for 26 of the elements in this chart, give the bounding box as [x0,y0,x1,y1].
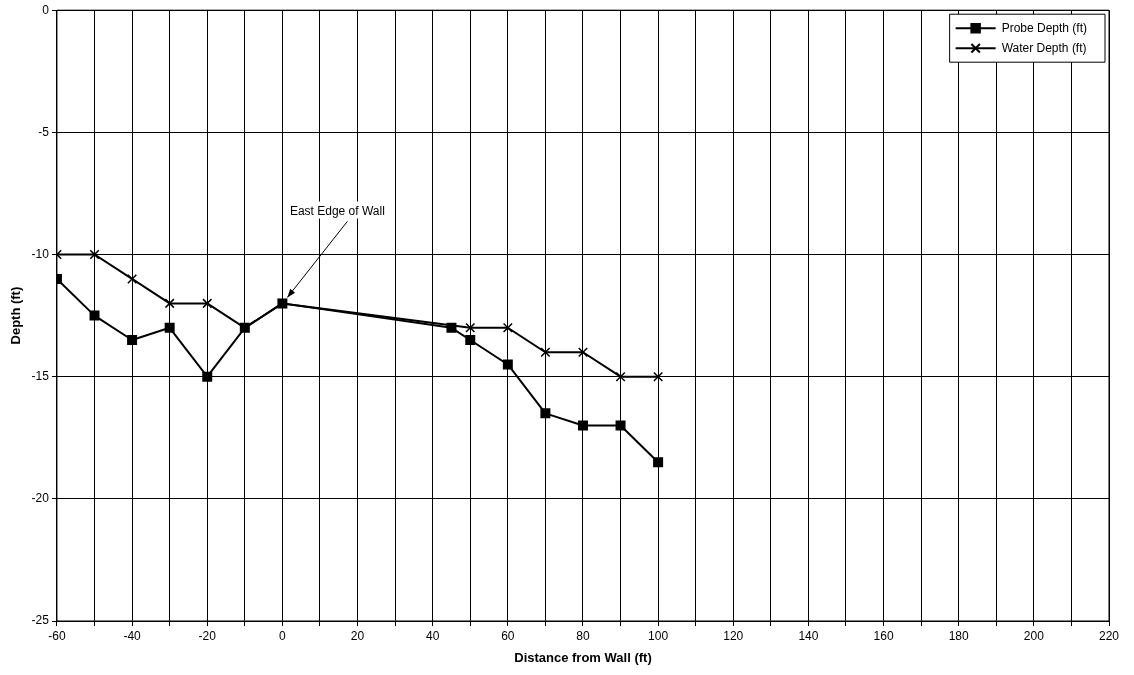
y-tick-label: -25 [31,613,50,628]
y-tick-label: 0 [42,2,50,17]
x-tick-label: -20 [198,628,217,643]
legend-label: Probe Depth (ft) [1001,20,1087,35]
x-tick-label: 40 [426,628,440,643]
x-tick-label: 20 [350,628,365,643]
x-tick-label: 200 [1023,628,1045,643]
x-tick-label: 220 [1098,628,1120,643]
y-tick-label: -5 [38,124,50,139]
annotation: East Edge of Wall [289,203,385,218]
x-tick-label: 120 [723,628,744,643]
y-axis-title: Depth (ft) [8,286,24,345]
legend-label: Water Depth (ft) [1001,40,1087,55]
x-tick-label: 80 [576,628,590,643]
x-tick-label: -40 [123,628,142,643]
y-tick-label: -20 [31,491,50,506]
x-tick-label: 100 [648,628,669,643]
x-tick-label: 60 [501,628,515,643]
x-tick-label: -60 [48,628,66,643]
x-axis-title: Distance from Wall (ft) [514,649,652,665]
x-tick-label: 180 [948,628,970,643]
y-tick-label: -15 [31,368,50,383]
x-tick-label: 160 [873,628,894,643]
x-tick-label: 140 [798,628,819,643]
x-tick-label: 0 [279,628,287,643]
y-tick-label: -10 [31,246,50,261]
